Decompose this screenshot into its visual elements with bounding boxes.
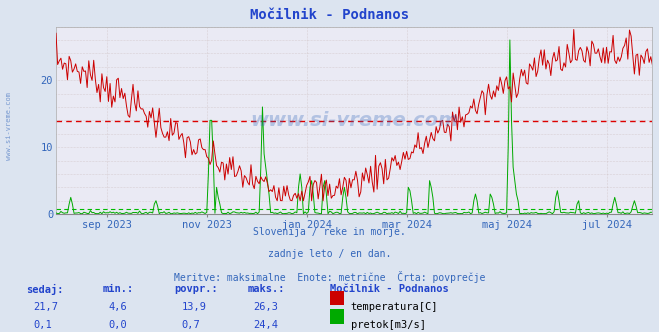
Text: povpr.:: povpr.: [175, 284, 218, 294]
Text: zadnje leto / en dan.: zadnje leto / en dan. [268, 249, 391, 259]
Text: www.si-vreme.com: www.si-vreme.com [250, 111, 459, 130]
Text: sedaj:: sedaj: [26, 284, 64, 295]
Text: Meritve: maksimalne  Enote: metrične  Črta: povprečje: Meritve: maksimalne Enote: metrične Črta… [174, 271, 485, 283]
Text: 21,7: 21,7 [33, 302, 58, 312]
Text: temperatura[C]: temperatura[C] [351, 302, 438, 312]
Text: 24,4: 24,4 [254, 320, 279, 330]
Text: 4,6: 4,6 [109, 302, 127, 312]
Text: 13,9: 13,9 [181, 302, 206, 312]
Text: pretok[m3/s]: pretok[m3/s] [351, 320, 426, 330]
Text: www.si-vreme.com: www.si-vreme.com [5, 92, 12, 160]
Text: Slovenija / reke in morje.: Slovenija / reke in morje. [253, 227, 406, 237]
Text: Močilnik - Podnanos: Močilnik - Podnanos [250, 8, 409, 22]
Text: 26,3: 26,3 [254, 302, 279, 312]
Text: 0,0: 0,0 [109, 320, 127, 330]
Text: maks.:: maks.: [247, 284, 285, 294]
Text: 0,1: 0,1 [33, 320, 51, 330]
Text: Močilnik - Podnanos: Močilnik - Podnanos [330, 284, 448, 294]
Text: 0,7: 0,7 [181, 320, 200, 330]
Text: min.:: min.: [102, 284, 133, 294]
